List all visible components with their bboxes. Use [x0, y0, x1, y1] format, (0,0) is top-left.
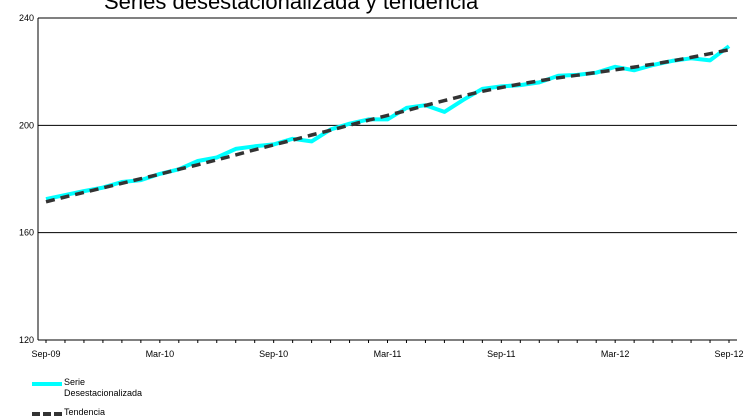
legend-label-tendencia: Tendencia — [64, 407, 106, 417]
x-tick-label-mar-10: Mar-10 — [146, 349, 175, 359]
y-tick-label-240: 240 — [19, 13, 34, 23]
gridlines — [38, 17, 737, 234]
x-tick-label-mar-11: Mar-11 — [374, 349, 402, 359]
legend: Serie Desestacionalizada Tendencia — [32, 372, 232, 419]
x-tick-label-sep-09: Sep-09 — [31, 349, 60, 359]
series-line-serie-desestacionalizada — [45, 44, 731, 202]
x-tick-label-sep-10: Sep-10 — [259, 349, 288, 359]
x-tick-label-sep-12: Sep-12 — [714, 349, 743, 359]
chart-title: Series desestacionalizada y tendencia — [104, 0, 479, 14]
axes — [37, 18, 737, 343]
series-line-tendencia — [45, 47, 730, 204]
y-tick-label-120: 120 — [19, 335, 34, 345]
legend-swatch-serie-desestacionalizada — [32, 382, 62, 386]
legend-label-serie-desestacionalizada: Serie Desestacionalizada — [64, 377, 143, 398]
tick-labels: 120 160 200 240 Sep-09 Mar-10 Sep-10 Mar-11 Sep-… — [19, 13, 744, 359]
y-tick-label-160: 160 — [19, 228, 34, 238]
y-tick-label-200: 200 — [19, 120, 34, 130]
x-tick-label-mar-12: Mar-12 — [601, 349, 630, 359]
legend-swatch-tendencia — [32, 412, 62, 416]
series-lines — [45, 44, 731, 204]
x-tick-label-sep-11: Sep-11 — [487, 349, 515, 359]
